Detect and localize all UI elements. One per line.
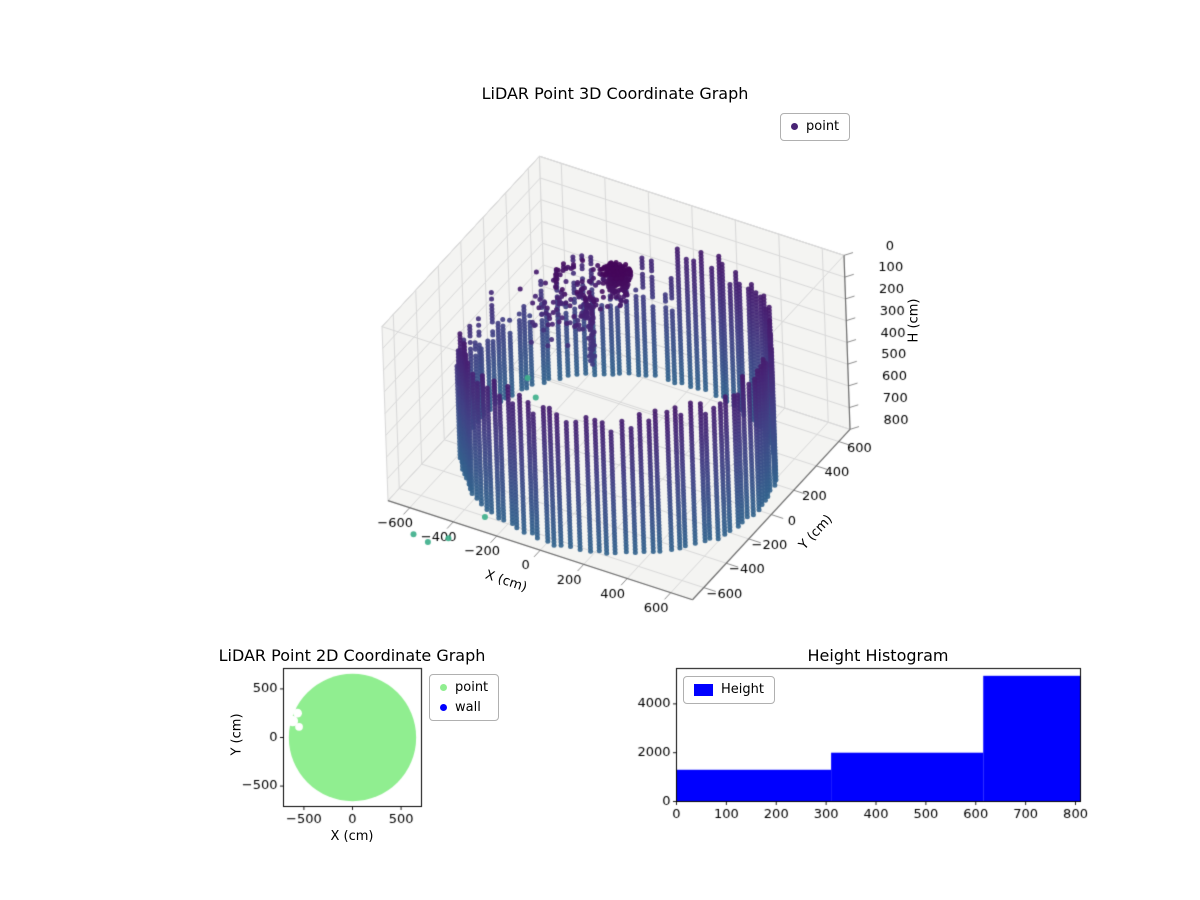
height-marker-icon xyxy=(694,683,713,696)
wall-marker-icon xyxy=(440,703,447,711)
legend-label-height: Height xyxy=(721,682,764,697)
histogram-legend: Height xyxy=(683,676,775,704)
histogram-title: Height Histogram xyxy=(807,646,949,665)
2d-y-axis-label: Y (cm) xyxy=(229,713,245,756)
3d-h-axis-label: H (cm) xyxy=(906,298,922,343)
legend-item-point: point xyxy=(791,119,839,135)
2d-legend: point wall xyxy=(429,674,500,722)
3d-chart-title: LiDAR Point 3D Coordinate Graph xyxy=(481,84,749,103)
3d-legend: point xyxy=(780,113,851,141)
legend-item-height: Height xyxy=(694,682,764,698)
legend-label-point: point xyxy=(455,680,489,695)
2d-chart-title: LiDAR Point 2D Coordinate Graph xyxy=(218,646,486,665)
point-marker-icon xyxy=(440,684,447,692)
legend-item-wall: wall xyxy=(440,700,488,716)
legend-item-point: point xyxy=(440,680,488,696)
2d-x-axis-label: X (cm) xyxy=(330,829,374,844)
legend-label-point: point xyxy=(806,119,840,134)
point-marker-icon xyxy=(791,123,798,131)
legend-label-wall: wall xyxy=(455,699,481,715)
